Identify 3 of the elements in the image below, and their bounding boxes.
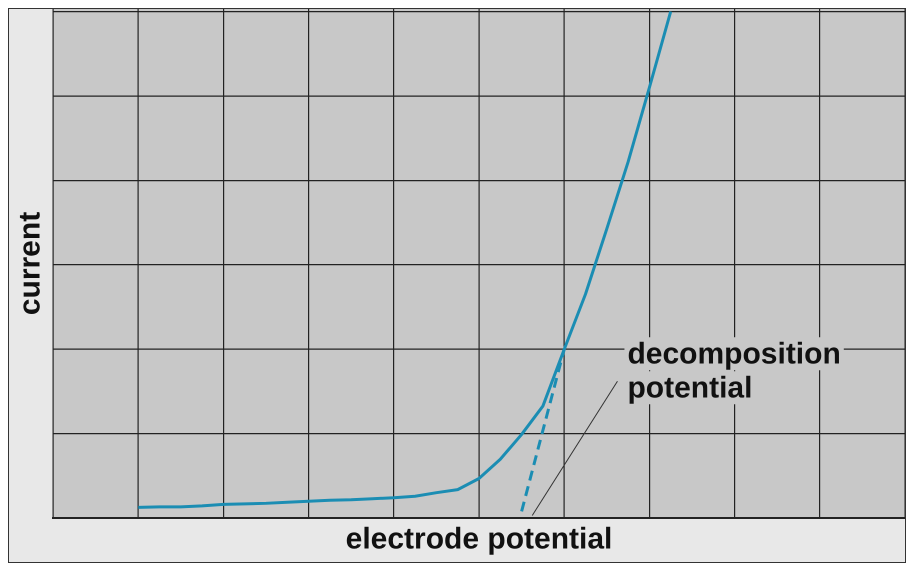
annotation: decomposition potential bbox=[627, 337, 841, 404]
x-axis-title: electrode potential bbox=[346, 522, 612, 556]
y-axis-title: current bbox=[13, 212, 46, 316]
